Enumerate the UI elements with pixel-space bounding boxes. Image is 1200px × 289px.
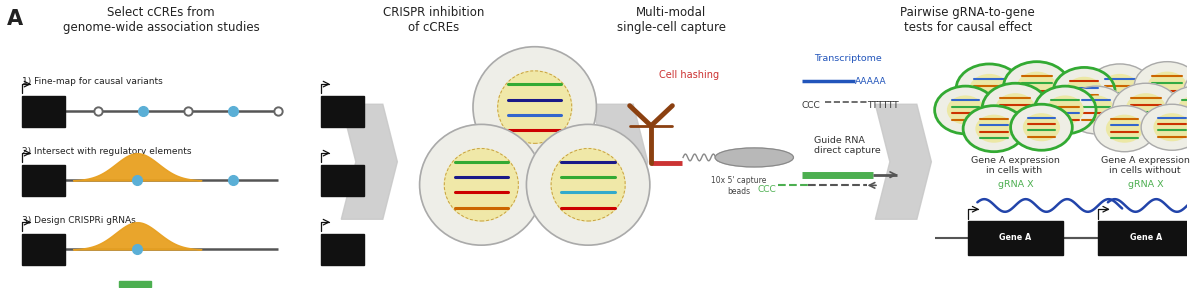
FancyBboxPatch shape [322,165,364,196]
FancyBboxPatch shape [322,96,364,127]
Ellipse shape [1134,62,1200,112]
Text: Transcriptome: Transcriptome [814,54,881,63]
Ellipse shape [1093,106,1156,152]
Text: A: A [7,9,23,29]
Text: 10x 5' capture
beads: 10x 5' capture beads [712,176,767,196]
Text: Gene A: Gene A [1129,234,1162,242]
Text: CRISPR inhibition
of cCREs: CRISPR inhibition of cCREs [383,6,485,34]
Text: CCC: CCC [802,101,821,110]
Ellipse shape [1054,67,1115,115]
Text: 3) Design CRISPRi gRNAs: 3) Design CRISPRi gRNAs [22,216,136,225]
Ellipse shape [996,94,1034,123]
Ellipse shape [964,106,1025,152]
FancyBboxPatch shape [1098,221,1193,255]
Ellipse shape [1066,86,1127,134]
Ellipse shape [420,124,544,245]
Ellipse shape [982,83,1049,134]
Text: 2) Intersect with regulatory elements: 2) Intersect with regulatory elements [22,147,192,156]
Polygon shape [592,104,648,219]
Ellipse shape [527,124,650,245]
Polygon shape [341,104,397,219]
Ellipse shape [1003,62,1070,112]
FancyBboxPatch shape [22,165,65,196]
Circle shape [715,148,793,167]
Text: Cell hashing: Cell hashing [659,71,720,80]
Text: Gene A expression
in cells without: Gene A expression in cells without [1102,156,1190,175]
Ellipse shape [1010,104,1073,150]
Polygon shape [875,104,931,219]
Text: AAAAA: AAAAA [856,77,887,86]
Ellipse shape [1154,114,1190,140]
Ellipse shape [1184,67,1200,115]
Text: gRNA X: gRNA X [1128,180,1164,190]
Text: 1) Fine-map for causal variants: 1) Fine-map for causal variants [22,77,163,86]
Text: Pairwise gRNA-to-gene
tests for causal effect: Pairwise gRNA-to-gene tests for causal e… [900,6,1036,34]
FancyBboxPatch shape [322,234,364,265]
Text: gRNA X: gRNA X [997,180,1033,190]
Ellipse shape [1034,86,1096,134]
Ellipse shape [956,64,1022,114]
Ellipse shape [1048,96,1084,124]
Ellipse shape [1165,86,1200,134]
Ellipse shape [473,47,596,168]
FancyBboxPatch shape [22,96,65,127]
Ellipse shape [1024,114,1060,140]
Text: Multi-modal
single-cell capture: Multi-modal single-cell capture [617,6,726,34]
Ellipse shape [1067,77,1102,105]
Ellipse shape [1148,72,1187,102]
Text: Gene A expression
in cells with: Gene A expression in cells with [971,156,1060,175]
Ellipse shape [976,115,1012,142]
Ellipse shape [1141,104,1200,150]
Ellipse shape [1100,75,1139,104]
Text: TTTTTT: TTTTTT [868,101,899,110]
Ellipse shape [970,75,1008,104]
Ellipse shape [1127,94,1165,123]
Ellipse shape [935,86,996,134]
Ellipse shape [444,149,518,221]
Ellipse shape [1086,64,1153,114]
Ellipse shape [1106,115,1142,142]
FancyBboxPatch shape [968,221,1063,255]
FancyBboxPatch shape [22,234,65,265]
Ellipse shape [1196,77,1200,105]
Text: Guide RNA
direct capture: Guide RNA direct capture [814,136,881,155]
Text: Gene A: Gene A [1000,234,1032,242]
Ellipse shape [1018,72,1056,102]
Text: Select cCREs from
genome-wide association studies: Select cCREs from genome-wide associatio… [62,6,259,34]
Text: CCC: CCC [758,185,776,194]
FancyBboxPatch shape [119,281,151,287]
Ellipse shape [1078,96,1114,124]
Ellipse shape [551,149,625,221]
Ellipse shape [1178,96,1200,124]
Ellipse shape [948,96,983,124]
Ellipse shape [1112,83,1180,134]
Ellipse shape [498,71,571,143]
